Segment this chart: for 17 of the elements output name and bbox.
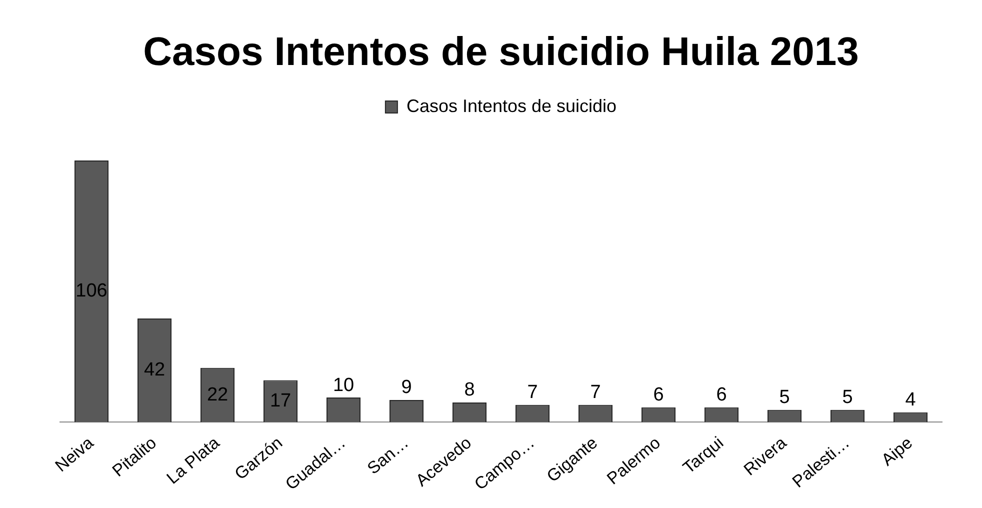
data-label: 106	[76, 280, 108, 302]
data-label: 7	[590, 382, 601, 404]
data-label: 7	[527, 382, 538, 404]
data-label: 4	[905, 390, 916, 411]
data-label: 8	[464, 380, 475, 401]
legend-label: Casos Intentos de suicidio	[406, 96, 617, 116]
data-label: 9	[401, 377, 412, 398]
data-label: 10	[332, 374, 354, 396]
data-label: 5	[842, 387, 853, 408]
x-tick-label: Aipe	[878, 433, 916, 470]
data-label: 17	[270, 390, 292, 412]
data-label: 6	[716, 384, 727, 406]
data-label: 42	[144, 360, 166, 381]
data-label: 5	[779, 387, 790, 408]
data-label: 6	[653, 384, 664, 406]
chart-title: Casos Intentos de suicidio Huila 2013	[143, 30, 859, 74]
data-label: 22	[206, 384, 228, 406]
